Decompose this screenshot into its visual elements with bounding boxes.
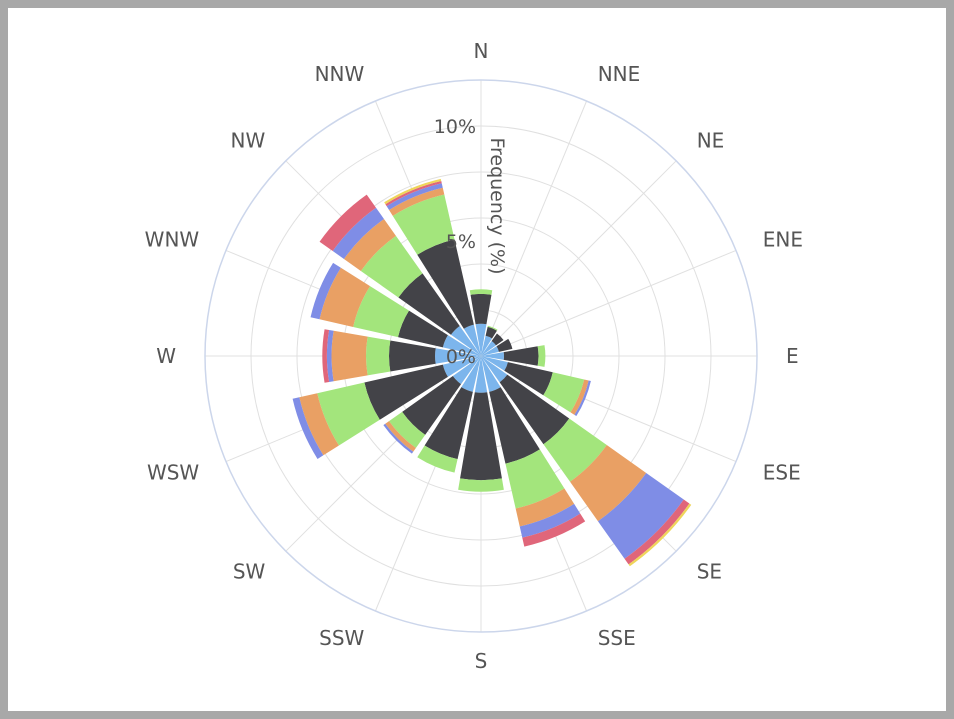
direction-label: S [475,649,488,673]
rose-bar-segment [398,310,448,348]
rose-bar-segment [398,273,460,335]
rose-bar-segment [475,323,487,356]
rose-bar-segment [543,372,585,413]
direction-label: NW [231,128,266,152]
rose-bar-segment [322,329,330,383]
rose-bar-segment [515,488,575,527]
rose-bar-segment [332,207,384,259]
direction-label: NNW [315,62,365,86]
rose-bar-segment [522,513,586,547]
rose-bar-segment [460,392,502,481]
rose-bar-segment [392,194,455,255]
rose-bar-segment [505,449,565,509]
rose-bar-segment [389,411,426,448]
rose-bar-segment [435,348,481,364]
radial-tick-label: 0% [446,346,476,368]
direction-label: WNW [145,227,200,251]
radial-tick-label: 10% [434,116,476,138]
rose-bar-segment [481,346,499,356]
rose-bar-segment [481,356,508,371]
rose-bar-segment [481,352,504,360]
radial-ticks: 0% 5% 10% [434,116,476,368]
rose-bar-segment [384,178,442,205]
radial-axis-title: Frequency (%) [486,137,508,274]
rose-bar-segment [383,423,414,454]
direction-labels: N NNE NE ENE E ESE SE SSE S SSW SW WSW W WNW NW NNW [145,39,803,673]
direction-label: WSW [147,461,199,485]
rose-bar-segment [417,239,474,329]
rose-bar-segment [491,333,504,346]
rose-bar-segment [385,181,442,207]
rose-bar-segment [386,183,443,211]
rose-bar-segment [365,336,391,376]
rose-bar-segment [481,356,501,392]
rose-bar-segment [470,293,492,325]
rose-bar-segment [442,335,481,356]
rose-bar-segment [385,421,416,452]
rose-bar-segment [424,387,473,460]
rose-bar-segment [499,374,570,445]
rose-bars [292,178,692,567]
rose-bar-segment [624,499,690,565]
direction-label: SSE [598,626,636,650]
direction-label: NNE [598,62,641,86]
rose-bar-segment [469,289,493,295]
rose-bar-segment [597,472,684,559]
rose-bar-segment [543,418,607,482]
rose-bar-segment [537,345,546,367]
chart-frame: N NNE NE ENE E ESE SE SSE S SSW SW WSW W WNW NW NNW 0% 5… [8,8,946,711]
rose-bar-segment [331,330,368,382]
rose-bar-segment [481,340,497,356]
grid-ring [250,125,712,587]
rose-bar-segment [458,478,504,492]
rose-bar-segment [353,286,409,338]
rose-bar-segment [481,356,508,383]
rose-bar-segment [481,335,493,356]
rose-bar-segment [628,503,692,567]
grid-ring [296,171,666,541]
direction-label: SSW [319,626,364,650]
rose-bar-segment [461,356,481,392]
rose-bar-segment [570,445,647,522]
rose-bar-segment [364,364,448,420]
radial-tick-label: 5% [446,231,476,253]
rose-bar-segment [442,356,481,377]
rose-bar-segment [402,375,462,435]
direction-label: E [786,344,799,368]
rose-bar-segment [389,187,445,216]
rose-bar-segment [474,356,488,393]
rose-bar-segment [326,330,334,382]
rose-bar-segment [570,379,589,415]
rose-bar-segment [343,218,396,271]
rose-bar-segment [463,324,481,356]
direction-label: ENE [763,227,803,251]
rose-bar-segment [519,503,581,538]
rose-bar-segment [299,393,339,456]
direction-label: SW [233,560,266,584]
rose-bar-segment [292,397,324,459]
rose-bar-segment [450,325,481,356]
rose-bar-segment [389,340,436,372]
outer-ring [204,79,758,633]
rose-bar-segment [317,382,380,446]
rose-bar-segment [319,194,376,251]
direction-label: W [156,344,176,368]
rose-bar-segment [503,346,539,366]
rose-bar-segment [489,387,540,464]
direction-label: ESE [763,461,801,485]
rose-bar-segment [310,262,341,320]
rose-bar-segment [574,380,591,417]
rose-bar-segment [360,235,423,298]
rose-bar-segment [504,362,553,396]
rose-bar-segment [417,445,458,473]
rose-bar-segment [485,326,497,339]
direction-label: SE [697,560,722,584]
wind-rose-chart: N NNE NE ENE E ESE SE SSE S SSW SW WSW W WNW NW NNW 0% 5… [145,39,803,673]
rose-bar-segment [487,325,498,331]
direction-label: N [474,39,489,63]
rose-bar-segment [452,356,481,385]
rose-bar-segment [496,338,513,352]
rose-bar-segment [319,267,371,327]
direction-label: NE [697,128,725,152]
